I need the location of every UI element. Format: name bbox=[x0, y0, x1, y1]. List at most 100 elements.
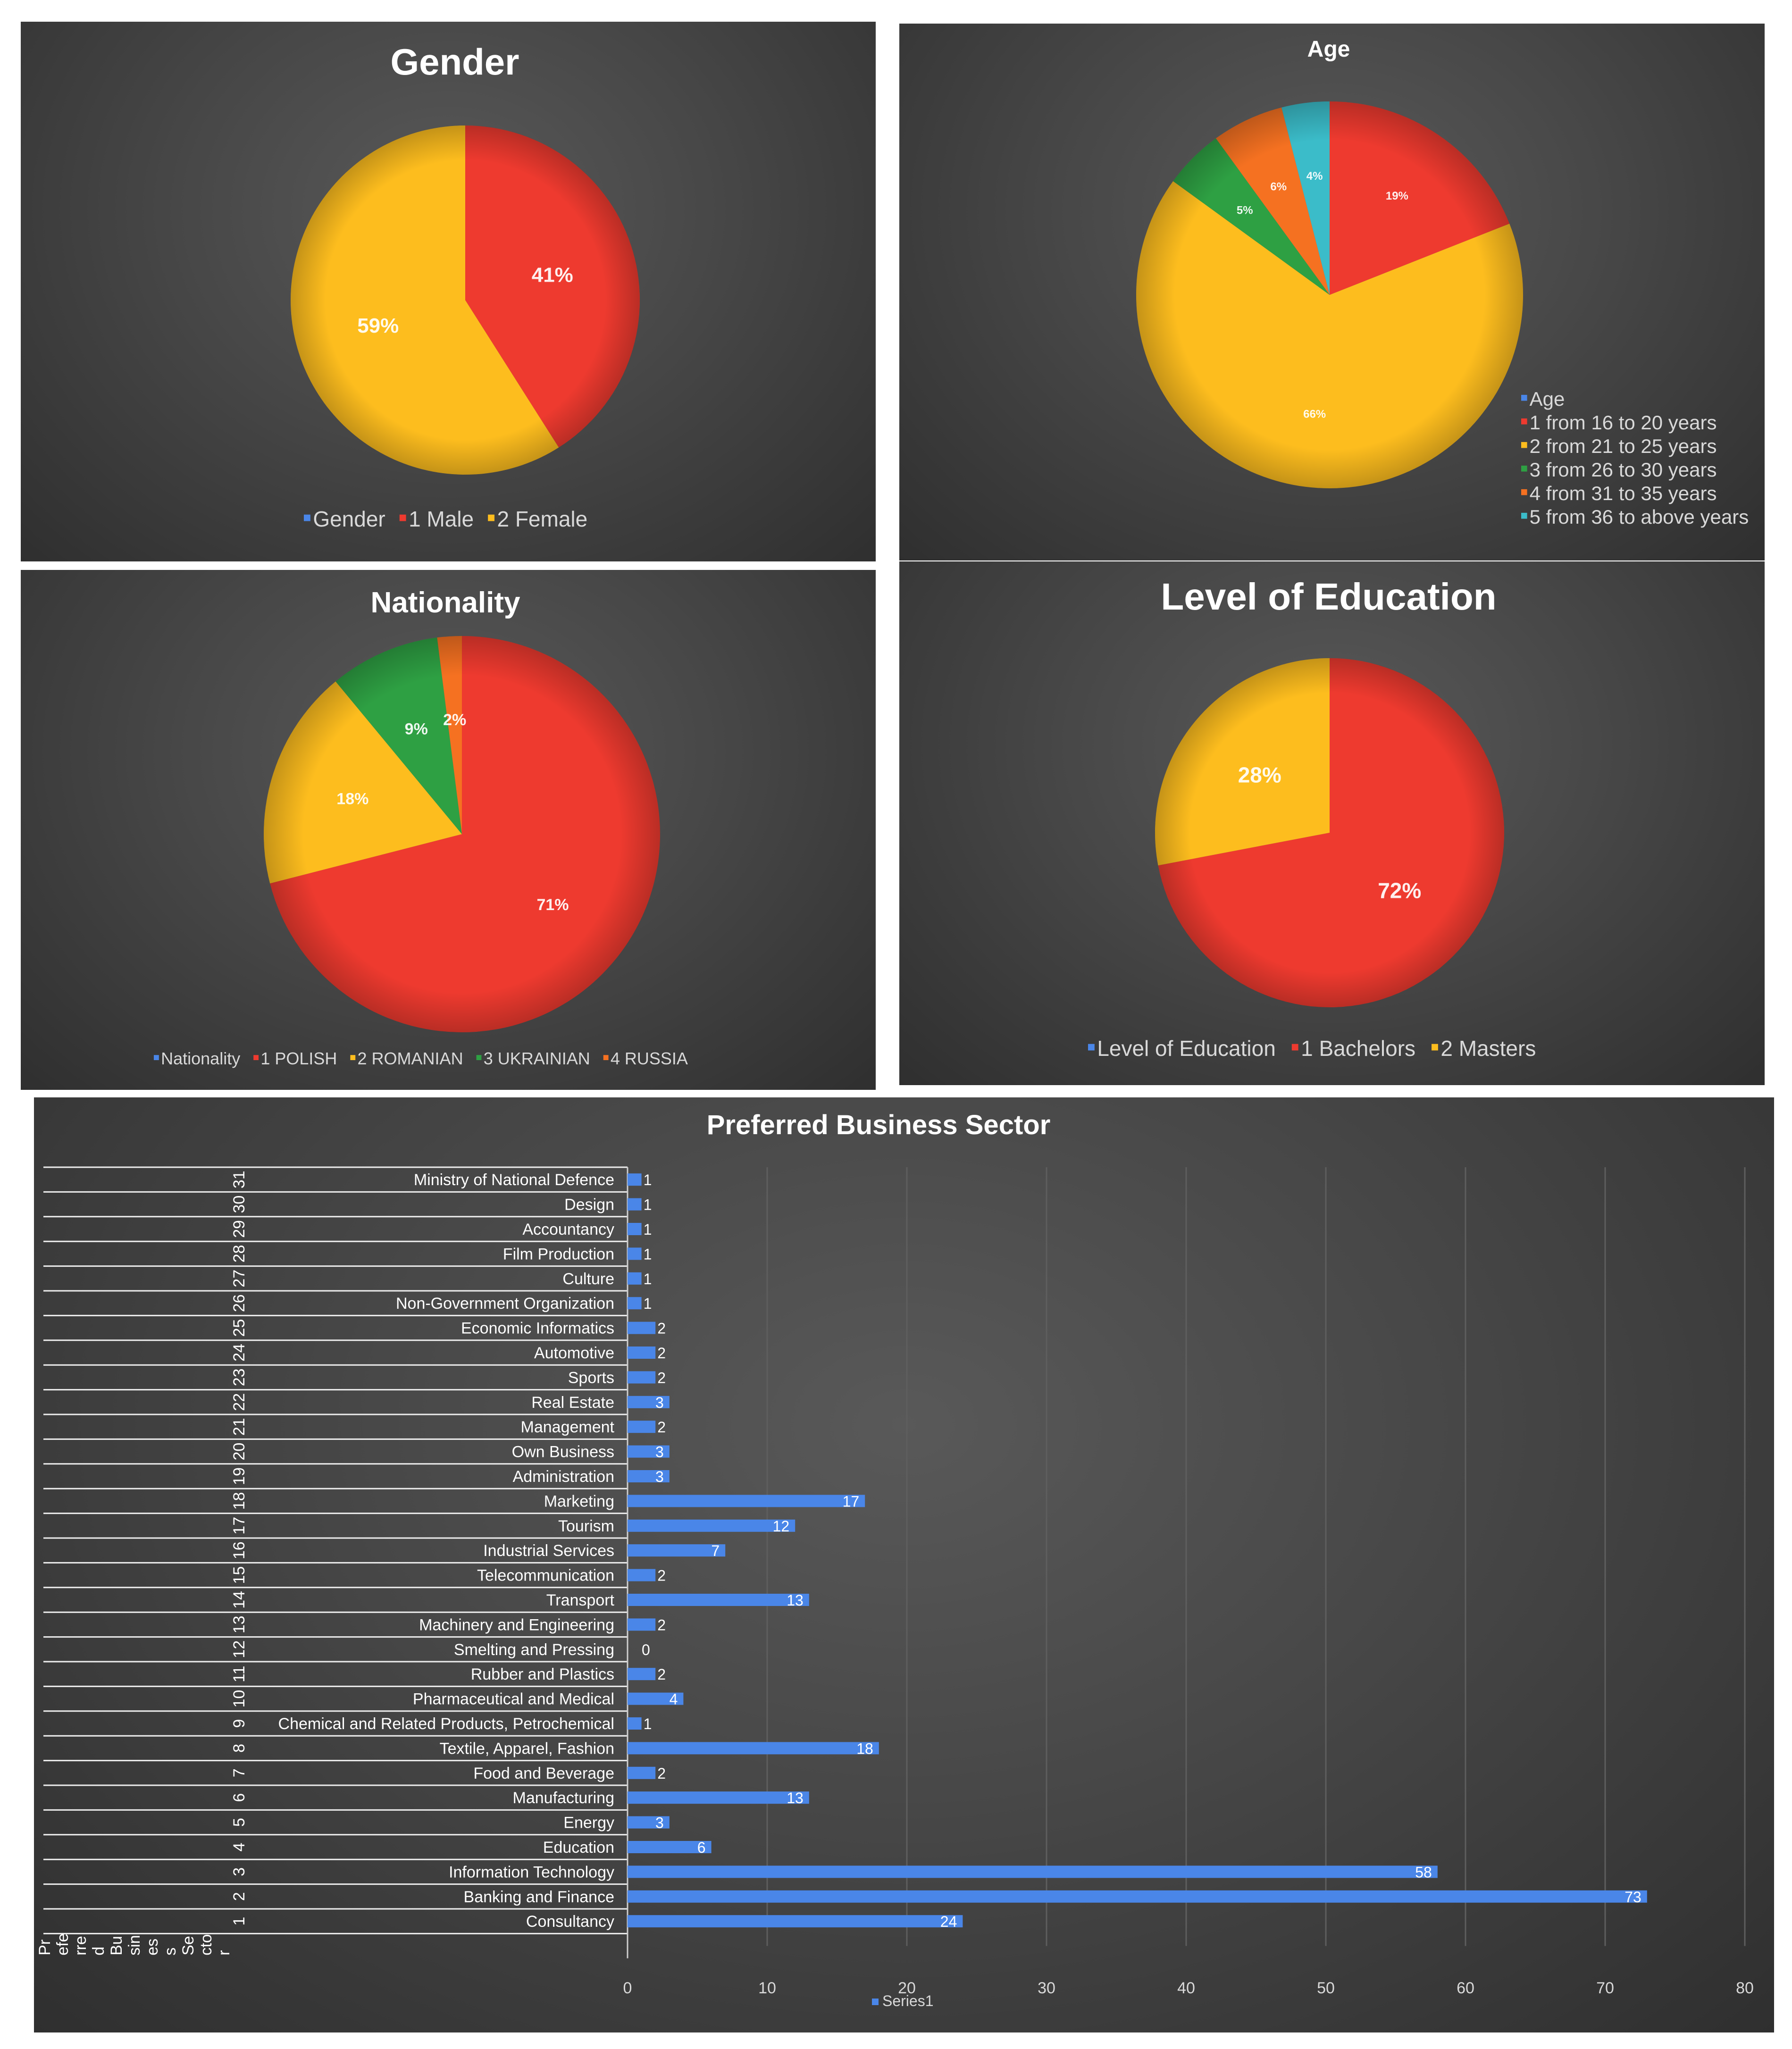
bar-textile-apparel-fashion bbox=[628, 1742, 879, 1755]
bar-consultancy bbox=[628, 1915, 963, 1928]
category-number-19: 19 bbox=[230, 1467, 248, 1485]
data-label-film-production: 1 bbox=[644, 1246, 652, 1263]
legend-swatch-2-romanian bbox=[350, 1055, 356, 1060]
category-number-26: 26 bbox=[230, 1294, 248, 1312]
bar-telecommunication bbox=[628, 1569, 656, 1581]
category-label-information-technology: Information Technology bbox=[449, 1863, 614, 1881]
data-label-consultancy: 24 bbox=[940, 1913, 957, 1930]
bar-culture bbox=[628, 1272, 642, 1285]
legend-label-gender: Gender bbox=[313, 507, 385, 531]
data-label-chemical-and-related-products-petrochemical: 1 bbox=[644, 1715, 652, 1732]
bar-manufacturing bbox=[628, 1791, 809, 1804]
legend-swatch-4-russia bbox=[603, 1055, 609, 1060]
bar-ministry-of-national-defence bbox=[628, 1173, 642, 1186]
chart-title: Nationality bbox=[371, 586, 520, 619]
category-number-9: 9 bbox=[230, 1719, 248, 1728]
data-label-real-estate: 3 bbox=[655, 1394, 664, 1411]
category-label-management: Management bbox=[521, 1418, 615, 1436]
x-tick-label-0: 0 bbox=[623, 1979, 632, 1997]
category-label-chemical-and-related-products-petrochemical: Chemical and Related Products, Petrochem… bbox=[278, 1715, 614, 1733]
legend-swatch-1-polish bbox=[253, 1055, 259, 1060]
bar-food-and-beverage bbox=[628, 1766, 656, 1779]
legend-swatch-level-of-education bbox=[1088, 1044, 1095, 1051]
legend-label-1-polish: 1 POLISH bbox=[260, 1049, 337, 1068]
data-label-tourism: 12 bbox=[773, 1518, 790, 1535]
category-label-rubber-and-plastics: Rubber and Plastics bbox=[471, 1665, 614, 1683]
legend-swatch-age bbox=[1521, 394, 1527, 401]
category-label-energy: Energy bbox=[563, 1814, 614, 1832]
category-number-22: 22 bbox=[230, 1393, 248, 1411]
x-tick-label-50: 50 bbox=[1317, 1979, 1335, 1997]
category-label-tourism: Tourism bbox=[558, 1517, 614, 1535]
data-label-own-business: 3 bbox=[655, 1444, 664, 1461]
data-label-information-technology: 58 bbox=[1415, 1864, 1432, 1881]
bar-management bbox=[628, 1421, 656, 1433]
category-label-telecommunication: Telecommunication bbox=[477, 1567, 614, 1585]
bar-design bbox=[628, 1198, 642, 1211]
data-label-sports: 2 bbox=[657, 1369, 666, 1386]
category-number-10: 10 bbox=[230, 1690, 248, 1708]
data-label-manufacturing: 13 bbox=[787, 1790, 804, 1806]
category-number-29: 29 bbox=[230, 1220, 248, 1238]
data-label-banking-and-finance: 73 bbox=[1625, 1889, 1641, 1906]
vertical-axis-title: Pr efe rre d Bu sin es s Se cto r bbox=[36, 1933, 233, 1956]
pie-shading bbox=[1136, 101, 1523, 488]
category-number-1: 1 bbox=[230, 1917, 248, 1926]
bar-tourism bbox=[628, 1519, 796, 1532]
category-label-real-estate: Real Estate bbox=[531, 1394, 614, 1412]
legend-label-series1: Series1 bbox=[882, 1992, 934, 2009]
bar-banking-and-finance bbox=[628, 1890, 1647, 1903]
legend-swatch-1-bachelors bbox=[1291, 1044, 1298, 1051]
data-label-energy: 3 bbox=[655, 1815, 664, 1832]
bar-pharmaceutical-and-medical bbox=[628, 1692, 684, 1705]
legend-label-3-ukrainian: 3 UKRAINIAN bbox=[484, 1049, 590, 1068]
business-sector-bar-chart: Preferred Business Sector 1 Consultancy 2 Ba… bbox=[36, 1110, 1754, 2009]
legend: Series1 bbox=[872, 1992, 934, 2009]
chart-title: Age bbox=[1307, 37, 1350, 62]
category-label-education: Education bbox=[543, 1839, 614, 1857]
legend-swatch-4-from-31-to-35-years bbox=[1521, 489, 1527, 495]
legend-swatch-1-male bbox=[399, 514, 406, 521]
bar-sports bbox=[628, 1371, 656, 1384]
bar-energy bbox=[628, 1816, 670, 1829]
category-label-automotive: Automotive bbox=[534, 1344, 614, 1362]
axis-title-fragment: es bbox=[143, 1939, 161, 1956]
category-number-17: 17 bbox=[230, 1517, 248, 1535]
legend-swatch-series1 bbox=[872, 1999, 879, 2005]
axis-title-fragment: d bbox=[90, 1947, 108, 1956]
data-label-smelting-and-pressing: 0 bbox=[642, 1641, 650, 1658]
legend-label-4-from-31-to-35-years: 4 from 31 to 35 years bbox=[1530, 482, 1717, 504]
bar-real-estate bbox=[628, 1396, 670, 1408]
legend-swatch-1-from-16-to-20-years bbox=[1521, 418, 1527, 425]
pie-shading bbox=[264, 636, 660, 1032]
category-number-13: 13 bbox=[230, 1615, 248, 1633]
category-label-non-government-organization: Non-Government Organization bbox=[396, 1295, 614, 1313]
legend-label-2-from-21-to-25-years: 2 from 21 to 25 years bbox=[1530, 435, 1717, 457]
category-label-consultancy: Consultancy bbox=[526, 1913, 614, 1931]
legend-label-1-male: 1 Male bbox=[409, 507, 474, 531]
bar-accountancy bbox=[628, 1223, 642, 1235]
legend-label-1-bachelors: 1 Bachelors bbox=[1301, 1036, 1415, 1061]
bar-administration bbox=[628, 1470, 670, 1482]
category-label-design: Design bbox=[564, 1196, 614, 1214]
data-label-economic-informatics: 2 bbox=[657, 1320, 666, 1337]
legend-label-4-russia: 4 RUSSIA bbox=[611, 1049, 688, 1068]
data-label-education: 6 bbox=[697, 1839, 706, 1856]
education-chart-panel: Level of Education72%28%Level of Educati… bbox=[899, 561, 1765, 1085]
data-label-industrial-services: 7 bbox=[711, 1542, 720, 1559]
chart-title: Level of Education bbox=[1161, 576, 1496, 618]
legend-swatch-5-from-36-to-above-years bbox=[1521, 512, 1527, 519]
data-label-automotive: 2 bbox=[657, 1345, 666, 1362]
data-label-design: 1 bbox=[644, 1196, 652, 1213]
chart-title: Preferred Business Sector bbox=[707, 1110, 1051, 1140]
category-label-machinery-and-engineering: Machinery and Engineering bbox=[419, 1616, 614, 1634]
x-tick-label-10: 10 bbox=[758, 1979, 776, 1997]
data-label-management: 2 bbox=[657, 1419, 666, 1436]
x-tick-label-30: 30 bbox=[1038, 1979, 1055, 1997]
data-label-machinery-and-engineering: 2 bbox=[657, 1616, 666, 1633]
axis-title-fragment: r bbox=[215, 1950, 233, 1955]
category-number-14: 14 bbox=[230, 1591, 248, 1609]
